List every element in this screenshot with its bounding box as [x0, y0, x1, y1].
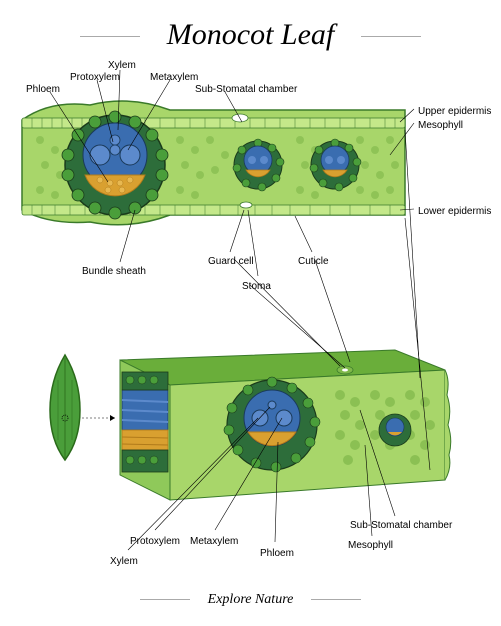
- top-cross-section: [22, 70, 414, 276]
- label-bundle-sheath: Bundle sheath: [82, 266, 146, 277]
- label-guard-cell: Guard cell: [208, 256, 254, 267]
- footer-text: Explore Nature: [208, 592, 294, 608]
- label-xylem-top: Xylem: [108, 60, 136, 71]
- label-lower-epidermis: Lower epidermis: [418, 206, 491, 217]
- label-phloem-top: Phloem: [26, 84, 60, 95]
- label-xylem-bottom: Xylem: [110, 556, 138, 567]
- label-upper-epidermis: Upper epidermis: [418, 106, 491, 117]
- label-mesophyll-top: Mesophyll: [418, 120, 463, 131]
- leaf-icon: [50, 355, 80, 460]
- page-title: Monocot Leaf: [167, 18, 334, 52]
- label-substomatal-top: Sub-Stomatal chamber: [195, 84, 297, 95]
- label-metaxylem-top: Metaxylem: [150, 72, 198, 83]
- title-divider-right: [361, 36, 421, 37]
- label-protoxylem-top: Protoxylem: [70, 72, 120, 83]
- title-divider-left: [80, 36, 140, 37]
- label-substomatal-bottom: Sub-Stomatal chamber: [350, 520, 452, 531]
- label-metaxylem-bottom: Metaxylem: [190, 536, 238, 547]
- label-stoma: Stoma: [242, 281, 271, 292]
- label-cuticle: Cuticle: [298, 256, 329, 267]
- label-phloem-bottom: Phloem: [260, 548, 294, 559]
- label-mesophyll-bottom: Mesophyll: [348, 540, 393, 551]
- footer-divider-right: [311, 599, 361, 600]
- label-protoxylem-bottom: Protoxylem: [130, 536, 180, 547]
- footer-divider-left: [140, 599, 190, 600]
